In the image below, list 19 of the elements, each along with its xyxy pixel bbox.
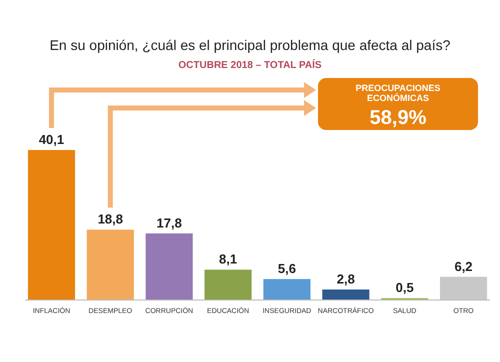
text: PREOCUPACIONES ECONÓMICAS: [356, 83, 440, 103]
data-label: 17,8: [156, 215, 182, 230]
data-label: 2,8: [336, 272, 355, 287]
bar: [86, 230, 134, 300]
bar: [263, 279, 310, 300]
data-label: 18,8: [98, 212, 124, 227]
data-label: 5,6: [278, 261, 296, 276]
data-label: 6,2: [454, 258, 473, 274]
bar: [204, 270, 252, 300]
data-label: 40,1: [38, 132, 64, 147]
data-label: 8,1: [219, 252, 238, 267]
chart-subtitle: OCTUBRE 2018 – TOTAL PAÍS: [178, 59, 322, 71]
bar: [440, 276, 488, 300]
bar: [322, 290, 370, 300]
bar: [146, 233, 193, 300]
data-label: 0,5: [396, 280, 414, 296]
chart-title: En su opinión, ¿cuál es el principal problema que afecta al país?: [50, 37, 451, 53]
text: 58,9%: [370, 107, 427, 129]
bar: [28, 150, 76, 300]
